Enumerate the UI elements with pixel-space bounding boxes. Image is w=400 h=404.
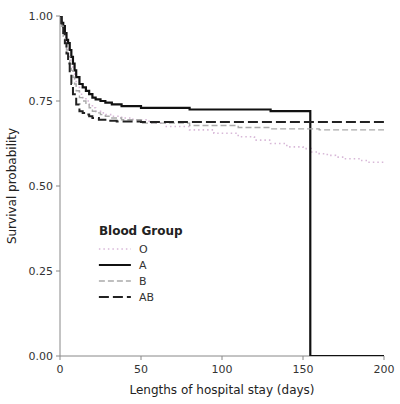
y-tick-label: 1.00	[29, 10, 54, 23]
chart: 0.00 0.25 0.50 0.75 1.00 0 50 100 150 200 Lengths …	[0, 0, 400, 404]
legend-swatch	[99, 280, 131, 281]
legend-label: A	[139, 259, 147, 272]
y-tick	[56, 16, 60, 17]
legend-label: O	[139, 243, 148, 256]
y-axis-label: Survival probability	[5, 128, 19, 244]
x-tick	[303, 356, 304, 360]
legend-swatch	[99, 296, 131, 298]
x-tick-label: 0	[57, 363, 64, 376]
x-tick	[222, 356, 223, 360]
x-tick-label: 50	[134, 363, 148, 376]
y-tick-label: 0.50	[29, 180, 54, 193]
y-tick-label: 0.00	[29, 350, 54, 363]
x-tick-label: 200	[374, 363, 395, 376]
legend-label: AB	[139, 291, 154, 304]
y-tick	[56, 356, 60, 357]
x-tick-label: 100	[212, 363, 233, 376]
survival-curve	[60, 16, 384, 130]
y-tick-label: 0.75	[29, 95, 54, 108]
x-tick	[141, 356, 142, 360]
legend-title: Blood Group	[99, 224, 183, 238]
survival-curve	[60, 16, 384, 122]
y-tick-label: 0.25	[29, 265, 54, 278]
legend: Blood GroupOABAB	[99, 224, 183, 304]
legend-swatch	[99, 264, 131, 266]
survival-curve	[60, 16, 384, 162]
x-tick	[384, 356, 385, 360]
legend-swatch	[99, 248, 131, 250]
legend-label: B	[139, 275, 147, 288]
x-tick	[60, 356, 61, 360]
survival-curve	[60, 16, 384, 356]
x-axis-label: Lengths of hospital stay (days)	[129, 383, 314, 397]
plot-area	[60, 16, 384, 356]
y-tick	[56, 101, 60, 102]
x-tick-label: 150	[293, 363, 314, 376]
y-tick	[56, 186, 60, 187]
y-tick	[56, 271, 60, 272]
